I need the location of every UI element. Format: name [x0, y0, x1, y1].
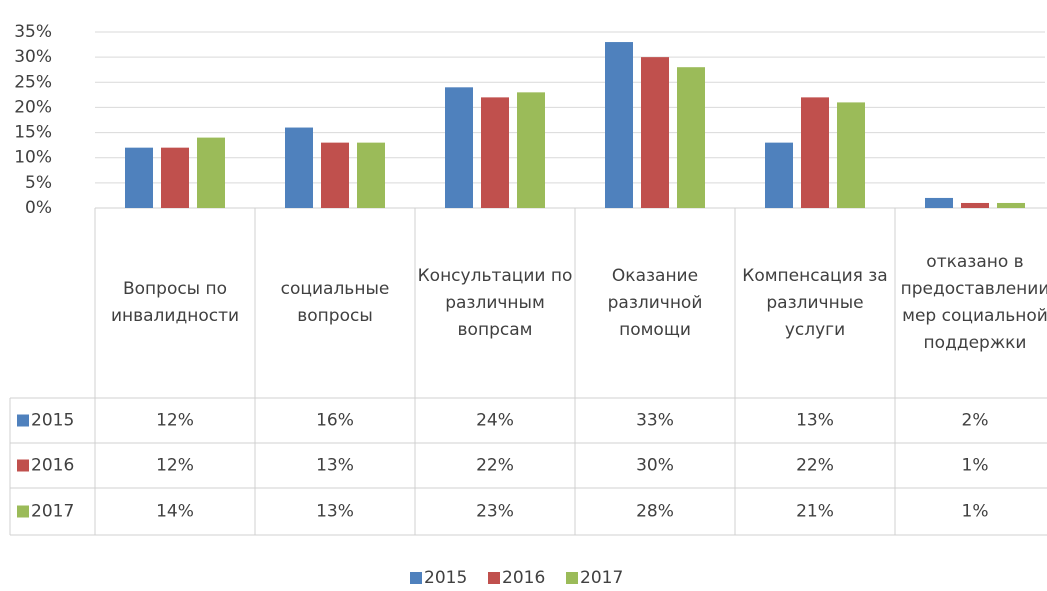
- bar: [285, 127, 313, 208]
- category-cell: Консультации по различным вопрсам: [417, 265, 573, 340]
- bar: [997, 202, 1025, 208]
- table-value: 16%: [316, 411, 354, 431]
- category-cell: Компенсация за различные услуги: [742, 265, 888, 340]
- row-header: 2017: [31, 502, 74, 522]
- table-value: 22%: [476, 456, 514, 476]
- legend-label: 2015: [424, 568, 467, 588]
- x-tick-label: отказано в предоставлении мер социальной…: [900, 252, 1047, 353]
- y-tick-label: 20%: [14, 97, 52, 117]
- x-tick-label: Консультации по различным вопрсам: [417, 265, 573, 340]
- bar: [765, 142, 793, 208]
- table-value: 12%: [156, 456, 194, 476]
- table-value: 33%: [636, 411, 674, 431]
- bar: [321, 142, 349, 208]
- bar: [125, 147, 153, 208]
- y-tick-label: 35%: [14, 22, 52, 42]
- x-tick-label: социальные вопросы: [280, 279, 390, 326]
- row-key: [17, 505, 29, 518]
- bar: [801, 97, 829, 208]
- table-value: 13%: [316, 502, 354, 522]
- y-tick-label: 5%: [25, 173, 52, 193]
- y-tick-label: 25%: [14, 72, 52, 92]
- table-value: 12%: [156, 411, 194, 431]
- row-header: 2016: [31, 456, 74, 476]
- y-tick-label: 30%: [14, 47, 52, 67]
- category-cell: Вопросы по инвалидности: [110, 279, 240, 326]
- bar: [677, 67, 705, 208]
- bar: [445, 87, 473, 208]
- table-value: 2%: [962, 411, 989, 431]
- x-tick-label: Вопросы по инвалидности: [110, 279, 240, 326]
- bar: [161, 147, 189, 208]
- category-cell: отказано в предоставлении мер социальной…: [900, 252, 1047, 353]
- row-key: [17, 459, 29, 472]
- legend-key: [566, 572, 578, 584]
- table-value: 14%: [156, 502, 194, 522]
- x-tick-label: Компенсация за различные услуги: [742, 265, 888, 340]
- category-cell: социальные вопросы: [280, 279, 390, 326]
- bar: [837, 102, 865, 208]
- table-value: 23%: [476, 502, 514, 522]
- y-tick-label: 0%: [25, 198, 52, 218]
- bar: [641, 57, 669, 209]
- table-value: 13%: [796, 411, 834, 431]
- table-value: 21%: [796, 502, 834, 522]
- table-value: 24%: [476, 411, 514, 431]
- legend-label: 2017: [580, 568, 623, 588]
- table-value: 1%: [962, 456, 989, 476]
- bar: [357, 142, 385, 208]
- row-header: 2015: [31, 411, 74, 431]
- legend-label: 2016: [502, 568, 545, 588]
- bar: [197, 137, 225, 208]
- table-value: 1%: [962, 502, 989, 522]
- legend-key: [410, 572, 422, 584]
- table-value: 13%: [316, 456, 354, 476]
- bar: [517, 92, 545, 208]
- table-value: 22%: [796, 456, 834, 476]
- legend-key: [488, 572, 500, 584]
- bar: [481, 97, 509, 208]
- table-value: 28%: [636, 502, 674, 522]
- x-tick-label: Оказание различной помощи: [607, 265, 703, 340]
- bar: [605, 42, 633, 208]
- row-key: [17, 414, 29, 427]
- bar: [925, 197, 953, 208]
- table-value: 30%: [636, 456, 674, 476]
- category-cell: Оказание различной помощи: [607, 265, 703, 340]
- bar: [961, 202, 989, 208]
- y-tick-label: 15%: [14, 123, 52, 143]
- y-tick-label: 10%: [14, 148, 52, 168]
